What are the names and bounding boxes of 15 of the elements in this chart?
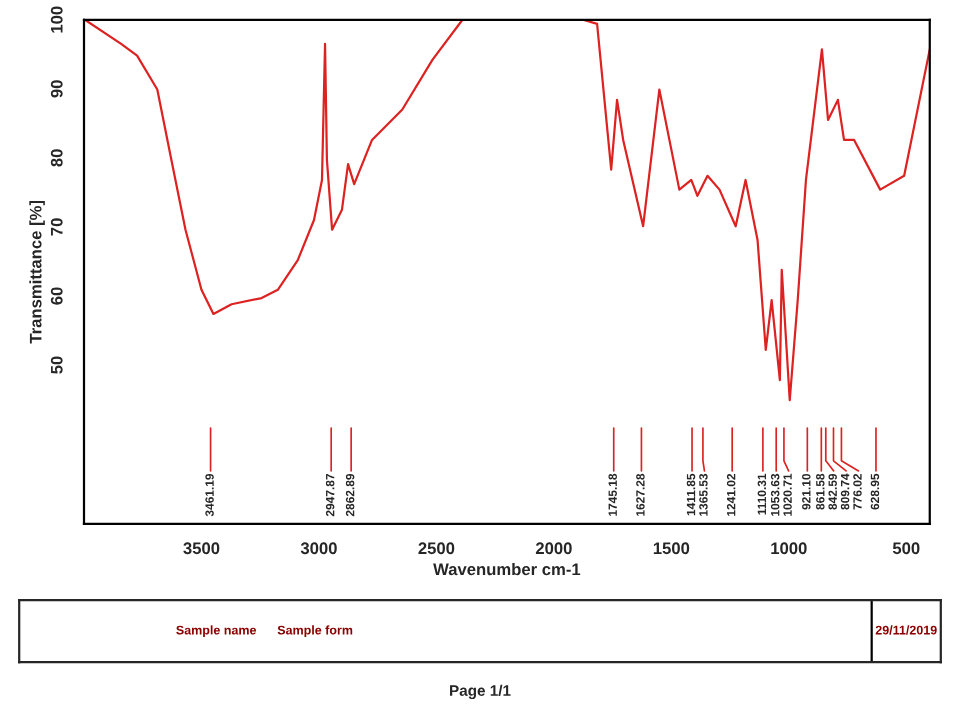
x-tick-label: 500: [892, 542, 920, 555]
x-tick-label: 2000: [535, 542, 572, 555]
x-tick-label: 2500: [418, 542, 455, 555]
y-tick-label: 60: [50, 287, 63, 305]
y-tick-label: 70: [50, 218, 63, 236]
y-tick-label: 90: [50, 80, 63, 98]
y-tick-label: 100: [50, 6, 63, 33]
y-tick-label: 50: [50, 356, 63, 374]
x-tick-label: 1000: [771, 542, 807, 555]
x-tick-label: 1500: [653, 542, 690, 555]
x-tick-label: 3500: [183, 542, 220, 555]
y-tick-label: 80: [50, 149, 63, 167]
x-tick-label: 3000: [300, 542, 337, 555]
y-axis-title: Transmittance [%]: [29, 200, 45, 344]
x-axis-title: Wavenumber cm-1: [433, 563, 581, 576]
